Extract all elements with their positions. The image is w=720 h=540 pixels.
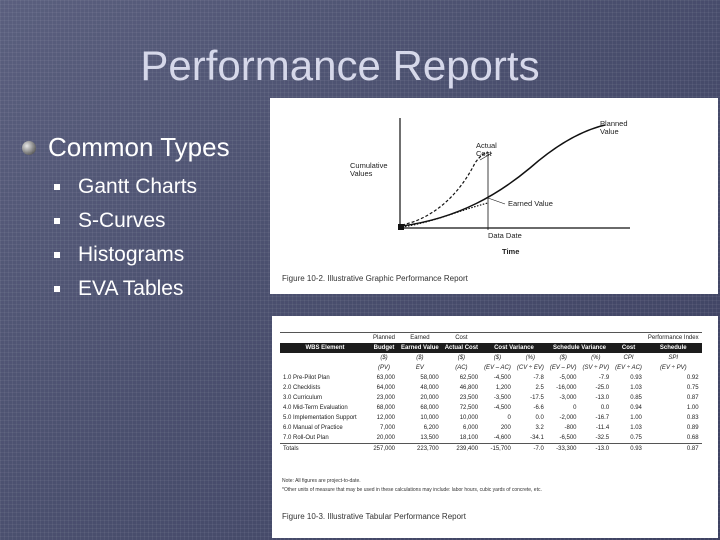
x-axis-label: Time [502,247,520,256]
square-bullet-icon [54,252,60,258]
earned-value-label: Earned Value [508,199,553,208]
square-bullet-icon [54,218,60,224]
table-totals-row: Totals 257,000 223,700 239,400 -15,700 -7.0 -3… [280,443,702,454]
main-bullet: Common Types [22,132,230,163]
main-bullet-text: Common Types [48,132,230,162]
table-note: Note: All figures are project-to-date. [282,478,361,484]
table-row: 3.0 Curriculum 23,000 20,000 23,500 -3,500 -1… [283,395,699,401]
table-row: 4.0 Mid-Term Evaluation 68,000 68,000 72,50… [283,405,699,411]
tabular-report-figure: Planned Earned Cost Performance Index WB… [272,316,718,538]
table-units-row: ($) ($) ($) ($) (%) ($) (%) CPI SPI [380,355,679,361]
graphic-report-figure: Planned Value Actual Cost Earned Value C… [270,98,718,294]
sub-bullet-item: Gantt Charts [54,170,197,204]
square-bullet-icon [54,286,60,292]
sub-bullet-item: Histograms [54,238,197,272]
eva-table: Planned Earned Cost Performance Index WB… [280,332,702,454]
data-date-label: Data Date [488,231,522,240]
table-formula-row: (PV) EV (AC) (EV – AC) (CV ÷ EV) (EV – PV) (… [378,365,687,371]
ac-pointer [479,152,493,161]
table-row: 2.0 Checklists 64,000 48,000 46,800 1,200 2.5… [283,385,699,391]
table-figure-caption: Figure 10-3. Illustrative Tabular Perfor… [282,512,466,521]
table-group-header-row: Planned Earned Cost Performance Index [280,332,702,343]
sub-bullet-list: Gantt Charts S-Curves Histograms EVA Tab… [54,170,197,306]
s-curve-chart [398,118,630,230]
square-bullet-icon [54,184,60,190]
earned-value-curve [401,202,489,228]
slide-title: Performance Reports [140,42,540,89]
bullet-sphere-icon [22,140,36,155]
origin-marker [398,224,404,230]
table-row: 1.0 Pre-Pilot Plan 63,000 58,000 62,500 -4,5… [283,375,699,381]
ev-pointer [487,197,506,205]
graphic-figure-caption: Figure 10-2. Illustrative Graphic Perfor… [282,274,468,283]
table-row: 6.0 Manual of Practice 7,000 6,200 6,000 200… [283,425,699,431]
planned-value-curve [401,124,606,227]
actual-cost-label: Actual Cost [476,141,497,158]
y-axis-label: Cumulative Values [350,161,388,178]
table-row: 7.0 Roll-Out Plan 20,000 13,500 18,100 -4,60… [283,435,699,441]
table-note: *Other units of measure that may be used… [282,487,542,493]
table-header-row: WBS Element Budget Earned Value Actual C… [280,343,702,353]
planned-value-label: Planned Value [600,119,628,136]
sub-bullet-item: S-Curves [54,204,197,238]
table-row: 5.0 Implementation Support 12,000 10,000 10… [283,415,699,421]
sub-bullet-item: EVA Tables [54,272,197,306]
actual-cost-curve [401,151,489,226]
